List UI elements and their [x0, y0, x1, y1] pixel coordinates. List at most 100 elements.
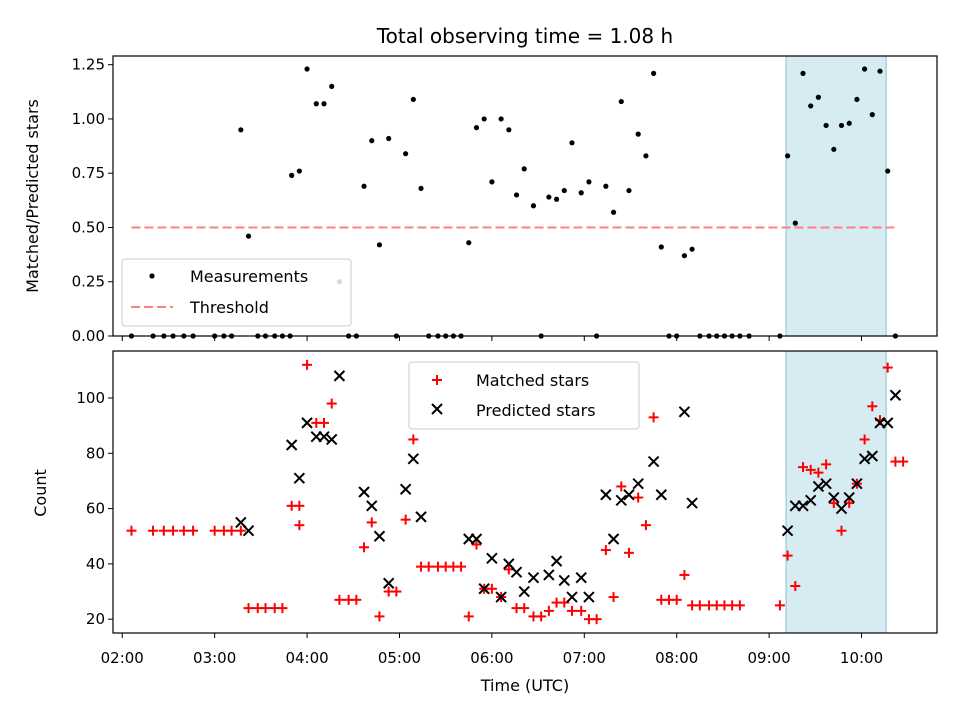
- matched-star-point: [351, 594, 362, 605]
- predicted-stars-series: [235, 370, 902, 603]
- y-tick-label: 60: [86, 500, 105, 518]
- y-tick-label: 100: [76, 389, 105, 407]
- matched-star-point: [260, 603, 271, 614]
- measurement-point: [846, 120, 852, 126]
- measurement-point: [877, 68, 883, 74]
- measurement-point: [800, 70, 806, 76]
- predicted-star-point: [835, 502, 848, 515]
- predicted-star-point: [382, 577, 395, 589]
- matched-star-point: [374, 611, 385, 622]
- y-axis: 0.00 0.25 0.50 0.75 1.00 1.25: [72, 56, 113, 345]
- matched-star-point: [576, 605, 587, 616]
- predicted-star-point: [843, 491, 855, 504]
- matched-star-point: [463, 611, 474, 622]
- predicted-star-point: [607, 533, 620, 545]
- measurement-point: [626, 187, 632, 194]
- matched-star-point: [423, 561, 434, 572]
- matched-star-point: [648, 412, 659, 423]
- legend: Measurements Threshold: [121, 258, 352, 327]
- predicted-star-point: [781, 524, 794, 537]
- matched-star-point: [813, 467, 824, 478]
- matched-stars-series: [126, 359, 909, 625]
- predicted-star-point: [686, 497, 698, 509]
- matched-star-point: [734, 600, 745, 611]
- legend-label-measurements: Measurements: [190, 267, 308, 286]
- matched-star-point: [334, 594, 345, 605]
- predicted-star-point: [678, 406, 691, 418]
- measurement-point: [569, 140, 575, 146]
- ratio-panel: 0.00 0.25 0.50 0.75 1.00 1.25 Total observing…: [23, 24, 938, 345]
- matched-star-point: [503, 564, 514, 575]
- y-axis: 20 40 60 80 100: [76, 389, 113, 628]
- y-axis-label: Matched/Predicted stars: [23, 99, 42, 293]
- predicted-star-point: [399, 483, 412, 495]
- matched-star-point: [148, 525, 159, 536]
- y-tick-label: 80: [86, 444, 105, 462]
- predicted-star-point: [527, 571, 540, 584]
- measurement-point: [808, 103, 814, 109]
- predicted-star-point: [804, 494, 817, 507]
- measurement-point: [823, 122, 829, 129]
- x-tick-label: 10:00: [840, 649, 883, 667]
- matched-star-point: [519, 603, 530, 614]
- measurement-point: [313, 101, 319, 107]
- matched-star-point: [782, 550, 793, 561]
- measurement-point: [245, 233, 252, 239]
- measurement-point: [403, 151, 409, 157]
- measurement-point: [792, 220, 798, 226]
- predicted-star-point: [301, 417, 313, 429]
- matched-star-point: [294, 520, 305, 531]
- matched-star-point: [391, 586, 402, 597]
- y-axis-label: Count: [31, 469, 50, 517]
- highlight-span: [785, 350, 887, 634]
- predicted-star-point: [828, 491, 840, 504]
- predicted-star-point: [470, 533, 483, 545]
- matched-star-point: [859, 434, 870, 445]
- matched-star-point: [836, 525, 847, 536]
- measurement-point: [489, 179, 495, 185]
- matched-star-point: [566, 605, 577, 616]
- measurement-point: [329, 83, 335, 89]
- measurement-point: [586, 179, 592, 185]
- predicted-star-point: [623, 489, 635, 501]
- measurement-point: [481, 116, 487, 122]
- matched-star-point: [543, 605, 554, 616]
- predicted-star-point: [285, 439, 298, 451]
- matched-star-point: [277, 603, 288, 614]
- legend-box: [408, 361, 640, 430]
- predicted-star-point: [510, 566, 523, 578]
- predicted-star-point: [851, 477, 863, 490]
- matched-star-point: [774, 600, 785, 611]
- matched-star-point: [243, 603, 254, 614]
- measurement-point: [530, 203, 537, 209]
- matched-star-point: [400, 514, 411, 525]
- predicted-star-point: [797, 500, 809, 512]
- y-tick-label: 0.25: [72, 273, 105, 291]
- legend-marker-matched: [432, 375, 442, 385]
- matched-star-point: [294, 500, 305, 511]
- matched-star-point: [536, 611, 547, 622]
- predicted-star-point: [478, 583, 490, 595]
- predicted-star-point: [543, 569, 555, 581]
- x-ticks: [121, 336, 863, 341]
- x-tick-label: 06:00: [470, 649, 513, 667]
- predicted-star-point: [566, 591, 578, 603]
- measurement-point: [561, 187, 567, 194]
- matched-star-point: [188, 525, 199, 536]
- predicted-star-point: [647, 455, 660, 468]
- x-tick-label: 08:00: [655, 649, 698, 667]
- matched-star-point: [486, 583, 497, 594]
- measurement-point: [410, 96, 416, 103]
- measurement-point: [506, 127, 512, 133]
- measurement-point: [838, 122, 845, 129]
- legend-label-threshold: Threshold: [189, 298, 269, 317]
- predicted-star-point: [318, 430, 330, 443]
- predicted-star-point: [358, 486, 370, 498]
- measurement-point: [618, 98, 624, 105]
- measurement-point: [885, 168, 891, 174]
- predicted-star-point: [518, 585, 530, 598]
- highlight-span: [785, 55, 887, 337]
- measurement-point: [651, 70, 657, 76]
- y-tick-label: 1.25: [72, 56, 105, 74]
- matched-star-point: [366, 517, 377, 528]
